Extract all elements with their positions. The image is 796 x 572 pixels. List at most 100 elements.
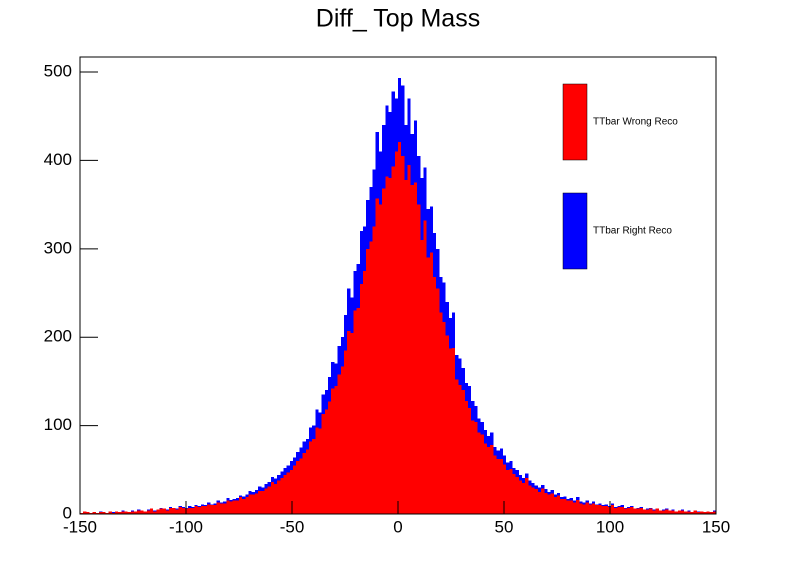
histogram-bar	[248, 494, 252, 514]
histogram-bar	[197, 506, 201, 514]
histogram-bar	[143, 511, 147, 514]
legend-swatch	[562, 192, 588, 270]
histogram-bar	[620, 505, 624, 507]
x-tick-label: 50	[495, 517, 514, 536]
histogram-bar	[665, 508, 669, 510]
histogram-bar	[178, 506, 182, 514]
histogram-bar	[712, 511, 716, 514]
histogram-bar	[232, 500, 236, 514]
histogram-bar	[146, 510, 150, 514]
histogram-bar	[286, 465, 290, 473]
histogram-bar	[299, 458, 303, 514]
histogram-bar	[334, 385, 338, 514]
histogram-bar	[169, 506, 173, 508]
histogram-bar	[328, 401, 332, 514]
histogram-bar	[458, 358, 462, 385]
histogram-bar	[496, 450, 500, 460]
histogram-bar	[445, 335, 449, 514]
histogram-bar	[709, 512, 713, 514]
histogram-bar	[130, 511, 135, 514]
histogram-bar	[261, 487, 265, 492]
histogram-bar	[242, 496, 246, 499]
histogram-bar	[426, 257, 430, 514]
histogram-bar	[324, 390, 329, 410]
histogram-bar	[289, 469, 294, 514]
histogram-bar	[289, 460, 294, 470]
histogram-bar	[235, 500, 239, 514]
histogram-bar	[474, 406, 478, 423]
histogram-bar	[671, 510, 675, 514]
histogram-bar	[712, 510, 716, 512]
histogram-bar	[525, 473, 529, 478]
histogram-bar	[305, 438, 309, 450]
histogram-bar	[576, 497, 580, 500]
histogram-bar	[432, 232, 437, 278]
histogram-bar	[588, 503, 592, 505]
histogram-bar	[566, 500, 570, 514]
histogram-bar	[467, 385, 472, 408]
histogram-bar	[194, 506, 198, 514]
histogram-bar	[461, 368, 465, 391]
y-tick-label: 500	[44, 62, 72, 81]
histogram-bar	[401, 85, 405, 157]
histogram-bar	[302, 441, 306, 454]
histogram-bar	[216, 500, 220, 503]
x-tick-label: 150	[702, 517, 730, 536]
histogram-bar	[528, 485, 532, 514]
histogram-bar	[251, 494, 255, 514]
histogram-bar	[153, 511, 157, 514]
histogram-bar	[515, 476, 519, 514]
histogram-bar	[598, 505, 602, 514]
histogram-bar	[611, 505, 615, 514]
y-tick-label: 400	[44, 150, 72, 169]
histogram-bar	[601, 506, 605, 514]
histogram-bar	[398, 141, 402, 514]
histogram-bar	[369, 186, 373, 242]
histogram-bar	[134, 511, 138, 514]
histogram-bar	[245, 497, 249, 514]
histogram-bar	[188, 506, 192, 508]
histogram-bar	[312, 425, 316, 439]
histogram-bar	[455, 354, 459, 380]
histogram-bar	[550, 490, 554, 494]
histogram-bar	[544, 489, 548, 493]
histogram-bar	[483, 443, 488, 514]
histogram-bar	[572, 502, 577, 514]
histogram-bar	[302, 453, 306, 514]
histogram-bar	[165, 510, 170, 514]
histogram-bar	[518, 475, 523, 481]
histogram-bar	[200, 506, 205, 514]
histogram-bar	[375, 198, 379, 514]
histogram-bar	[213, 505, 217, 514]
histogram-bar	[353, 270, 357, 311]
histogram-bar	[293, 465, 297, 514]
histogram-bar	[229, 501, 233, 514]
histogram-bar	[331, 361, 335, 389]
histogram-bar	[620, 506, 624, 514]
histogram-bar	[598, 503, 602, 506]
histogram-bar	[506, 462, 510, 470]
histogram-bar	[181, 506, 185, 508]
histogram-bar	[633, 508, 637, 514]
x-tick-label: -100	[169, 517, 203, 536]
histogram-bar	[487, 446, 491, 514]
histogram-bar	[277, 475, 281, 481]
histogram-bar	[461, 390, 465, 514]
histogram-bar	[296, 452, 300, 461]
histogram-bar	[118, 512, 122, 514]
histogram-bar	[175, 508, 179, 510]
histogram-bar	[674, 511, 678, 514]
histogram-bar	[394, 151, 398, 514]
legend-swatch	[562, 83, 588, 161]
histogram-bar	[550, 493, 554, 514]
histogram-bar	[204, 506, 208, 514]
histogram-bar	[378, 151, 383, 205]
histogram-bar	[401, 156, 405, 514]
histogram-bar	[487, 436, 491, 447]
histogram-bar	[522, 477, 526, 484]
histogram-bar	[270, 482, 274, 514]
histogram-bar	[258, 491, 262, 514]
histogram-bar	[200, 504, 205, 507]
histogram-bar	[347, 288, 351, 332]
